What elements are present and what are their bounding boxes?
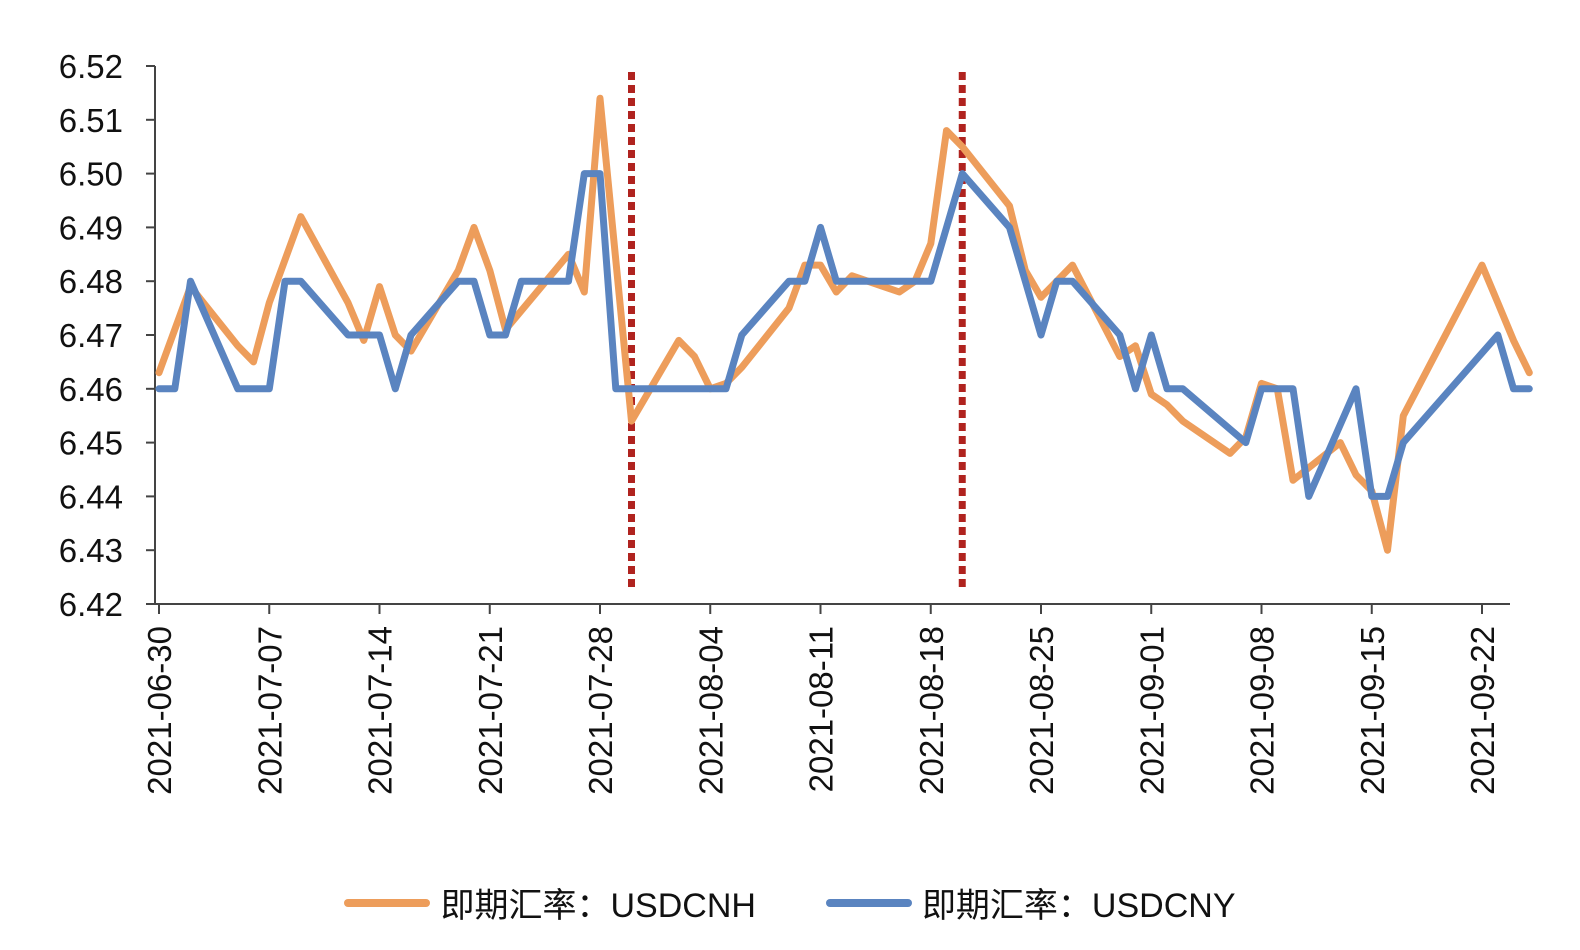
x-axis: 2021-06-30 2021-07-07 2021-07-14 2021-07-21… — [141, 603, 1510, 795]
y-axis: 6.52 6.51 6.50 6.49 6.48 6.47 6.46 6.45 6.44 6.43… — [59, 48, 156, 623]
series-line-0 — [155, 94, 1533, 554]
x-tick-label: 2021-08-04 — [692, 626, 729, 795]
x-tick-label: 2021-09-15 — [1354, 626, 1391, 795]
legend: 即期汇率：USDCNH 即期汇率：USDCNY — [0, 878, 1580, 927]
legend-label-usdcny: 即期汇率：USDCNY — [921, 887, 1236, 925]
legend-swatch-usdcnh — [344, 898, 431, 907]
x-tick-label: 2021-09-01 — [1133, 626, 1170, 795]
legend-item-usdcnh: 即期汇率：USDCNH — [344, 878, 756, 927]
y-tick-label: 6.43 — [59, 532, 123, 569]
y-tick-label: 6.50 — [59, 156, 123, 193]
x-tick-label: 2021-07-07 — [251, 626, 288, 795]
y-tick-label: 6.47 — [59, 317, 123, 354]
x-tick-label: 2021-08-11 — [803, 626, 840, 792]
y-tick-label: 6.49 — [59, 209, 123, 246]
x-tick-label: 2021-07-14 — [362, 626, 399, 795]
x-tick-label: 2021-07-21 — [472, 626, 509, 795]
y-tick-label: 6.42 — [59, 586, 123, 623]
legend-label-usdcnh: 即期汇率：USDCNH — [440, 887, 756, 925]
event-markers — [628, 72, 966, 592]
x-tick-label: 2021-08-25 — [1023, 626, 1060, 795]
legend-swatch-usdcny — [825, 898, 912, 907]
y-tick-label: 6.44 — [59, 478, 123, 515]
y-tick-label: 6.48 — [59, 263, 123, 300]
x-tick-label: 2021-09-08 — [1244, 626, 1281, 795]
series-lines — [155, 94, 1533, 554]
y-tick-label: 6.46 — [59, 371, 123, 408]
legend-item-usdcny: 即期汇率：USDCNY — [825, 878, 1236, 927]
y-tick-label: 6.52 — [59, 48, 123, 85]
x-tick-label: 2021-07-28 — [582, 626, 619, 795]
x-tick-label: 2021-09-22 — [1464, 626, 1501, 795]
series-line-1 — [155, 170, 1533, 500]
x-tick-label: 2021-08-18 — [913, 626, 950, 795]
y-tick-label: 6.51 — [59, 102, 123, 139]
x-tick-label: 2021-06-30 — [141, 626, 178, 795]
y-tick-label: 6.45 — [59, 425, 123, 462]
